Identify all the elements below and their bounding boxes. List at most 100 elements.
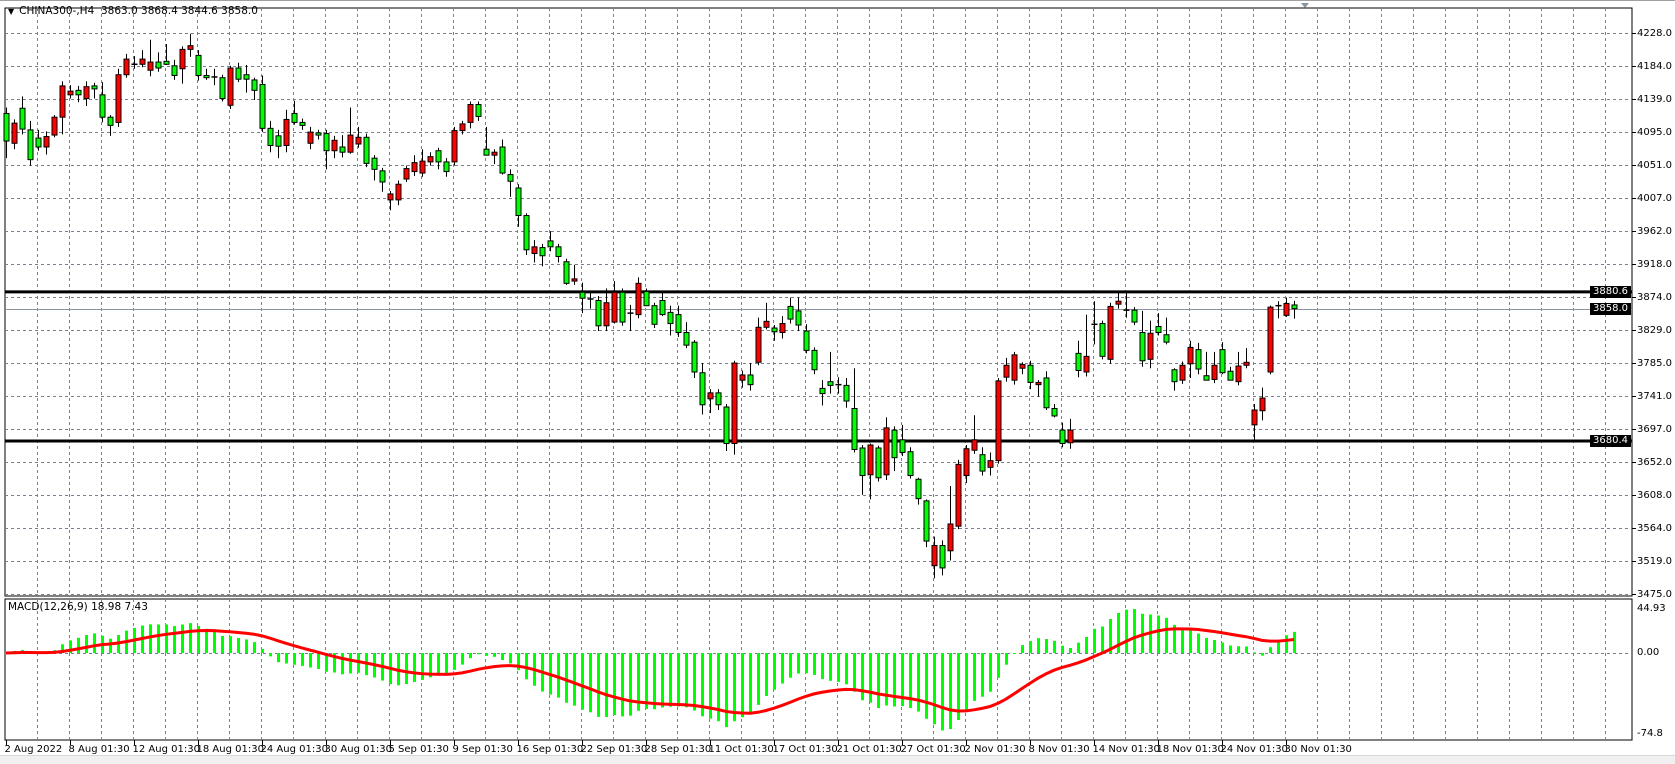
time-axis-label: 11 Oct 01:30 <box>708 744 774 755</box>
candle-bear <box>691 341 698 373</box>
price-axis-label: 4007.0 <box>1637 192 1672 204</box>
candle-bear <box>851 407 858 450</box>
macd-histogram-bar <box>341 653 344 675</box>
macd-histogram-bar <box>789 653 792 678</box>
macd-histogram-bar <box>477 653 480 655</box>
price-axis-label: 3652.0 <box>1637 456 1672 468</box>
candle-bear <box>787 305 794 320</box>
candle-bear <box>35 137 42 148</box>
macd-histogram-bar <box>413 653 416 683</box>
candle-bull <box>531 246 538 255</box>
candle-bull <box>955 463 962 527</box>
macd-histogram-bar <box>917 653 920 712</box>
time-axis-label: 27 Oct 01:30 <box>900 744 966 755</box>
candle-bull <box>419 160 426 174</box>
candle-bull <box>763 320 770 328</box>
candle-bear <box>659 299 666 316</box>
time-axis-label: 30 Nov 01:30 <box>1284 744 1352 755</box>
candle-bear <box>203 74 210 79</box>
macd-histogram-bar <box>461 653 464 665</box>
macd-histogram-bar <box>509 653 512 664</box>
candle-bull <box>123 58 130 76</box>
price-axis-label: 3874.0 <box>1637 291 1672 303</box>
triangle-down-icon[interactable]: ▼ <box>8 7 15 16</box>
candle-bear <box>3 112 10 142</box>
macd-histogram-bar <box>845 653 848 685</box>
candle-bull <box>451 130 458 163</box>
time-axis-label: 18 Nov 01:30 <box>1156 744 1224 755</box>
macd-histogram-bar <box>493 653 496 657</box>
time-axis-label: 9 Sep 01:30 <box>452 744 513 755</box>
candle-bear <box>899 439 906 453</box>
candle-bear <box>667 311 674 325</box>
macd-histogram-bar <box>517 653 520 671</box>
macd-histogram-bar <box>253 642 256 653</box>
macd-histogram-bar <box>221 635 224 653</box>
candle-bull <box>1011 354 1018 381</box>
main-pane-border <box>4 7 1633 597</box>
candle-bear <box>683 331 690 346</box>
candle-bull <box>147 61 154 71</box>
candle-bear <box>907 451 914 477</box>
time-axis-label: 2 Aug 2022 <box>4 744 63 755</box>
macd-histogram-bar <box>1029 641 1032 653</box>
macd-histogram-bar <box>773 653 776 690</box>
macd-histogram-bar <box>1141 613 1144 653</box>
candle-bear <box>291 112 298 123</box>
candle-bear <box>675 314 682 333</box>
time-axis-label: 24 Aug 01:30 <box>260 744 328 755</box>
candle-bear <box>91 85 98 90</box>
macd-histogram-bar <box>437 653 440 676</box>
macd-histogram-bar <box>1053 640 1056 653</box>
macd-histogram-bar <box>245 639 248 653</box>
macd-histogram-bar <box>1245 646 1248 653</box>
macd-histogram-bar <box>1253 652 1256 654</box>
candle-bull <box>995 380 1002 462</box>
candle-bear <box>1155 326 1162 333</box>
macd-histogram-bar <box>349 653 352 674</box>
macd-histogram-bar <box>205 628 208 653</box>
candle-bull <box>755 326 762 363</box>
macd-histogram-bar <box>829 653 832 681</box>
candle-bull <box>179 48 186 70</box>
chart-shift-marker-icon[interactable] <box>1301 3 1309 8</box>
macd-histogram-bar <box>565 653 568 703</box>
candle-bull <box>411 162 418 173</box>
macd-histogram-bar <box>261 648 264 653</box>
price-axis-label: 3608.0 <box>1637 489 1672 501</box>
candle-bull <box>459 123 466 132</box>
macd-histogram-bar <box>1117 612 1120 653</box>
macd-histogram-bar <box>1101 626 1104 653</box>
candle-bear <box>547 240 554 248</box>
macd-histogram-bar <box>405 653 408 685</box>
macd-histogram-bar <box>421 653 424 680</box>
macd-histogram-bar <box>581 653 584 710</box>
candle-bull <box>1243 361 1250 366</box>
candle-bear <box>499 146 506 174</box>
candle-bull <box>883 427 890 476</box>
candle-bull <box>403 168 410 180</box>
candle-bull <box>331 139 338 152</box>
candle-bear <box>267 127 274 146</box>
price-axis-label: 4095.0 <box>1637 126 1672 138</box>
macd-histogram-bar <box>469 653 472 659</box>
macd-histogram-bar <box>909 653 912 708</box>
candle-bear <box>1195 349 1202 370</box>
level-price-tag: 3680.4 <box>1590 434 1631 447</box>
macd-values: 18.98 7.43 <box>91 601 148 613</box>
candle-bull <box>427 156 434 163</box>
macd-histogram-bar <box>557 653 560 698</box>
candle-bear <box>435 150 442 163</box>
candle-bull <box>1211 364 1218 380</box>
status-strip <box>0 755 1675 764</box>
candle-bear <box>651 305 658 325</box>
macd-histogram-bar <box>685 653 688 708</box>
candle-bear <box>339 146 346 153</box>
candle-bear <box>715 392 722 406</box>
candle-bear <box>1139 331 1146 362</box>
candle-bear <box>483 148 490 156</box>
candle-bear <box>1051 407 1058 417</box>
time-axis-label: 22 Sep 01:30 <box>580 744 648 755</box>
macd-histogram-bar <box>701 653 704 717</box>
